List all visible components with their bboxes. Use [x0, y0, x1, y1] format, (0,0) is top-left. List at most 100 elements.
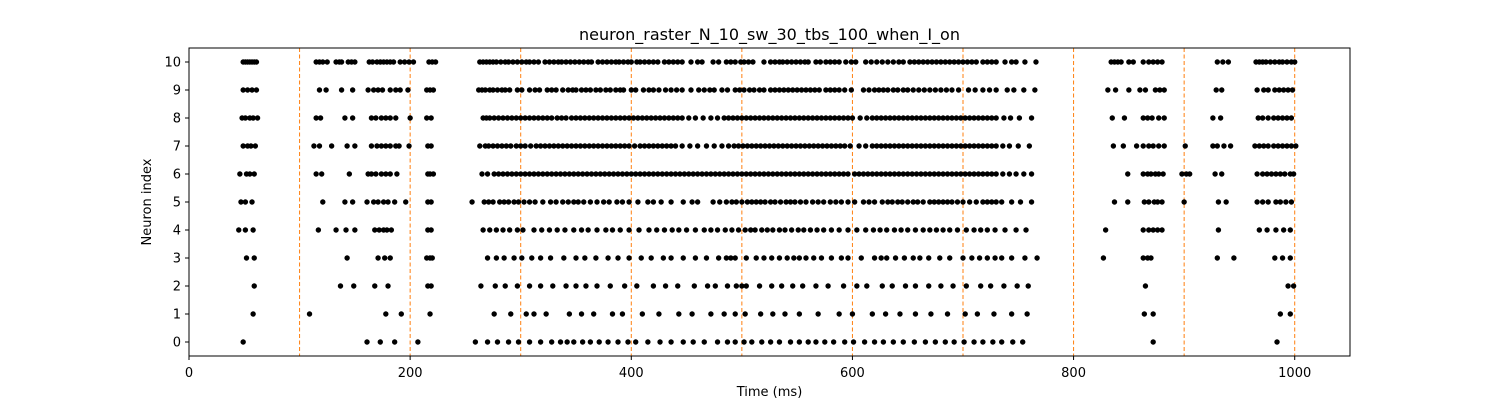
spike-point — [513, 171, 519, 177]
spike-point — [505, 339, 512, 345]
spike-point — [784, 143, 790, 149]
spike-point — [349, 115, 356, 121]
spike-point — [571, 339, 577, 345]
spike-point — [940, 171, 946, 177]
spike-point — [1150, 227, 1156, 233]
spike-point — [501, 199, 507, 205]
spike-point — [550, 283, 556, 289]
spike-point — [900, 143, 906, 149]
spike-point — [704, 283, 711, 289]
spike-point — [575, 171, 581, 177]
spike-point — [932, 339, 939, 345]
spike-point — [509, 115, 515, 121]
spike-point — [984, 227, 991, 233]
spike-point — [1002, 227, 1008, 233]
spike-point — [503, 143, 510, 149]
spike-point — [387, 143, 393, 149]
spike-point — [427, 311, 433, 317]
spike-point — [393, 115, 399, 121]
spike-point — [491, 115, 497, 121]
spike-point — [487, 115, 493, 121]
spike-point — [961, 339, 967, 345]
spike-point — [532, 199, 538, 205]
spike-point — [624, 171, 630, 177]
spike-point — [679, 59, 685, 65]
spike-point — [1140, 143, 1146, 149]
spike-point — [845, 115, 851, 121]
spike-point — [1280, 87, 1287, 93]
y-tick-label: 10 — [164, 56, 181, 71]
spike-point — [824, 143, 830, 149]
spike-point — [836, 87, 842, 93]
spike-point — [787, 339, 794, 345]
spike-point — [965, 87, 972, 93]
spike-point — [1142, 283, 1149, 289]
spike-point — [385, 283, 391, 289]
spike-point — [596, 339, 602, 345]
spike-point — [794, 87, 800, 93]
spike-point — [544, 87, 550, 93]
spike-point — [860, 87, 867, 93]
spike-point — [527, 143, 534, 149]
spike-point — [481, 199, 487, 205]
spike-point — [966, 171, 973, 177]
spike-point — [615, 255, 621, 261]
spike-point — [922, 171, 929, 177]
spike-point — [513, 115, 519, 121]
spike-point — [375, 87, 381, 93]
spike-point — [604, 59, 610, 65]
spike-point — [500, 115, 506, 121]
spike-point — [595, 115, 601, 121]
spike-point — [734, 171, 741, 177]
spike-point — [599, 115, 606, 121]
spike-point — [864, 115, 870, 121]
spike-point — [807, 87, 814, 93]
spike-point — [1220, 59, 1226, 65]
spike-point — [244, 87, 251, 93]
spike-point — [733, 283, 740, 289]
spike-point — [900, 171, 906, 177]
spike-point — [951, 339, 957, 345]
spike-point — [910, 199, 916, 205]
spike-point — [535, 59, 542, 65]
spike-point — [337, 283, 344, 289]
spike-point — [573, 87, 579, 93]
spike-point — [847, 143, 853, 149]
spike-point — [617, 143, 623, 149]
spike-point — [880, 87, 887, 93]
spike-point — [493, 227, 500, 233]
spike-point — [557, 339, 564, 345]
spike-point — [953, 143, 960, 149]
spike-point — [1282, 171, 1288, 177]
spike-point — [1215, 199, 1222, 205]
spike-point — [581, 59, 587, 65]
spike-point — [587, 199, 594, 205]
spike-point — [250, 115, 256, 121]
spike-point — [932, 87, 939, 93]
spike-point — [519, 255, 525, 261]
spike-point — [874, 59, 880, 65]
spike-point — [242, 199, 249, 205]
spike-point — [864, 283, 870, 289]
spike-point — [993, 199, 999, 205]
spike-point — [772, 199, 778, 205]
spike-point — [922, 115, 929, 121]
spike-point — [778, 171, 785, 177]
spike-point — [493, 59, 500, 65]
spike-point — [396, 143, 402, 149]
spike-point — [514, 87, 521, 93]
spike-point — [1150, 311, 1156, 317]
spike-point — [912, 311, 919, 317]
spike-point — [542, 59, 548, 65]
spike-point — [787, 115, 794, 121]
spike-point — [658, 199, 664, 205]
spike-point — [544, 115, 550, 121]
spike-point — [676, 311, 682, 317]
spike-point — [949, 171, 955, 177]
spike-point — [1148, 171, 1154, 177]
spike-point — [1102, 227, 1109, 233]
spike-point — [1256, 143, 1263, 149]
spike-point — [989, 143, 995, 149]
spike-point — [871, 255, 878, 261]
spike-point — [836, 227, 842, 233]
